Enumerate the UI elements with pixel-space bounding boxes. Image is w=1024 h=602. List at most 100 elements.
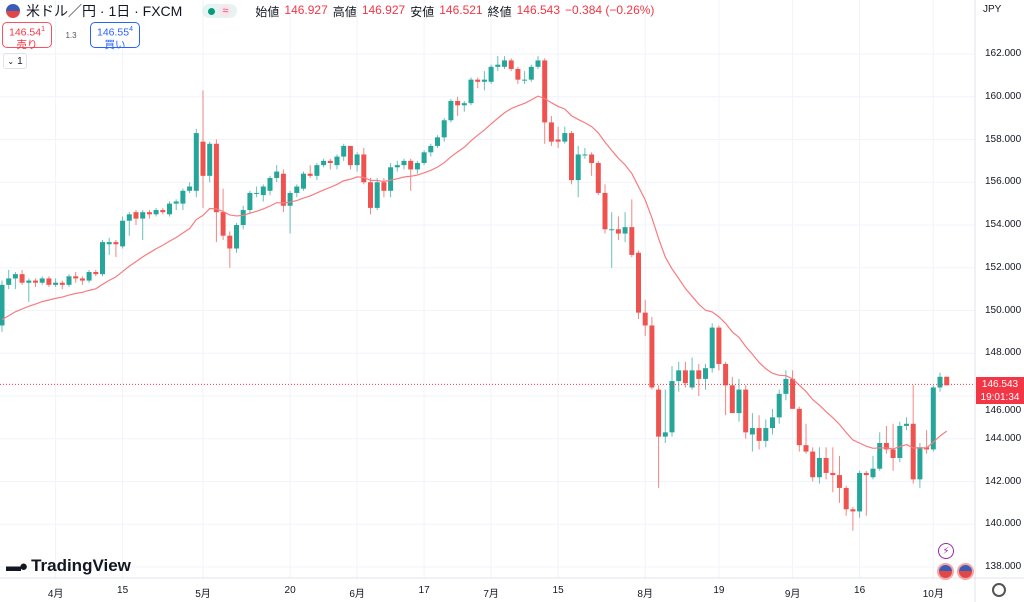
candle-down [830, 447, 836, 493]
lightning-event-icon[interactable]: ⚡ [938, 543, 954, 559]
candle-body [743, 389, 749, 433]
currency-label[interactable]: JPY [983, 4, 1002, 15]
candle-body [368, 182, 373, 208]
candle-body [33, 280, 38, 283]
candle-down [629, 199, 635, 258]
candle-body [481, 79, 487, 82]
candle-body [790, 378, 796, 409]
candle-up [401, 158, 407, 170]
candle-down [810, 447, 816, 482]
candle-down [843, 485, 849, 516]
candle-down [723, 361, 729, 416]
symbol-title[interactable]: 米ドル／円 · 1日 · FXCM [26, 3, 183, 19]
candle-down [649, 316, 655, 390]
sell-button[interactable]: 146.541 売り [2, 22, 52, 51]
candle-body [173, 201, 179, 204]
time-tick-label: 19 [713, 585, 725, 596]
price-tick-label: 158.000 [985, 133, 1022, 145]
candle-body [615, 229, 621, 234]
candle-body [448, 101, 454, 121]
chart-header: 米ドル／円 · 1日 · FXCM ≈ 始値 146.927 高値 146.927 … [6, 2, 654, 20]
time-tick-label: 10月 [922, 589, 944, 600]
chevron-down-icon: ⌄ [7, 56, 15, 66]
candle-up [240, 205, 246, 230]
sell-price-sup: 1 [41, 26, 46, 33]
candle-up [435, 135, 440, 149]
candle-body [689, 370, 695, 388]
candle-up [562, 126, 568, 144]
settings-gear-icon[interactable] [992, 583, 1006, 597]
candle-up [461, 101, 467, 112]
candle-body [435, 137, 440, 146]
candle-down [200, 90, 206, 208]
candle-body [314, 165, 320, 176]
candle-body [53, 282, 59, 285]
candle-body [803, 445, 809, 452]
candle-body [6, 278, 12, 285]
low-value: 146.521 [439, 2, 483, 17]
candle-body [736, 389, 742, 414]
candle-body [870, 468, 876, 478]
candle-body [763, 428, 769, 441]
candle-down [347, 145, 353, 170]
candle-up [86, 269, 92, 283]
us-event-flag-icon[interactable] [937, 563, 954, 580]
candle-body [341, 145, 347, 157]
time-tick-label: 4月 [47, 589, 64, 600]
candle-up [904, 417, 909, 431]
candle-down [213, 139, 219, 243]
candle-body [59, 282, 65, 285]
candle-body [823, 457, 829, 473]
candle-body [354, 154, 360, 166]
candle-up [234, 222, 239, 253]
candle-body [187, 186, 193, 191]
candle-down [850, 507, 856, 531]
spread-value: 1.3 [65, 30, 77, 40]
candle-up [930, 385, 936, 452]
candle-down [595, 160, 601, 196]
candle-up [776, 389, 782, 424]
candle-body [555, 139, 561, 142]
candle-up [0, 280, 5, 332]
candle-body [39, 278, 45, 283]
candle-up [12, 272, 18, 290]
candle-up [522, 71, 528, 84]
market-status-pill[interactable]: ≈ [202, 4, 238, 18]
trade-panel: 146.541 売り 1.3 146.554 買い [2, 22, 140, 51]
candle-up [917, 443, 923, 488]
candle-up [689, 357, 695, 390]
candle-body [897, 425, 903, 458]
candle-up [669, 366, 675, 437]
candle-up [582, 148, 588, 159]
candle-down [368, 177, 373, 215]
candle-up [321, 158, 327, 168]
candle-body [488, 66, 494, 82]
buy-button[interactable]: 146.554 買い [90, 22, 140, 51]
candle-body [12, 274, 18, 279]
candle-body [709, 327, 715, 369]
current-price: 146.543 [981, 379, 1019, 390]
candle-up [488, 64, 494, 84]
candle-body [542, 60, 548, 123]
candle-body [569, 133, 574, 181]
candle-body [213, 143, 219, 213]
candle-body [220, 212, 226, 236]
candle-body [106, 242, 112, 245]
candle-body [528, 66, 534, 80]
candle-body [502, 60, 507, 67]
us-event-flag-icon[interactable] [957, 563, 974, 580]
candle-body [810, 451, 816, 478]
candle-body [883, 443, 889, 450]
tradingview-logo[interactable]: ▬● TradingView [6, 556, 131, 576]
candle-body [930, 387, 936, 450]
candle-down [682, 361, 688, 388]
indicators-collapse-button[interactable]: ⌄ 1 [3, 53, 27, 69]
candle-down [803, 423, 809, 454]
candle-body [796, 408, 802, 446]
candle-down [602, 184, 608, 234]
candle-body [227, 235, 233, 249]
candle-body [548, 122, 554, 142]
candle-down [729, 376, 735, 414]
candle-body [535, 60, 541, 67]
